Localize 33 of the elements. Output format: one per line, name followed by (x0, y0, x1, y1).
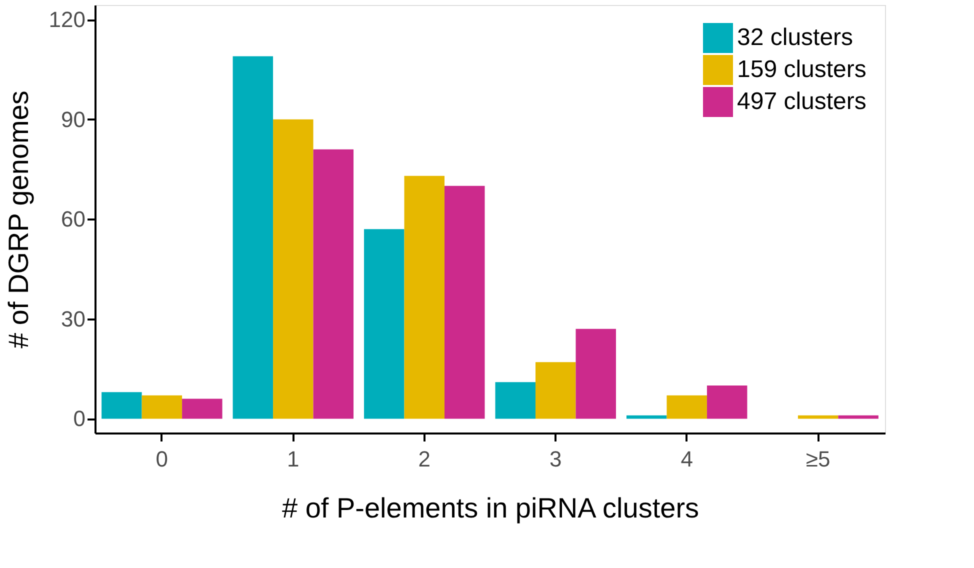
bar (626, 415, 667, 419)
y-tick-label: 90 (61, 106, 86, 132)
x-axis-title: # of P-elements in piRNA clusters (282, 492, 700, 524)
bar (838, 415, 878, 419)
bar (495, 382, 536, 419)
y-tick-label: 120 (48, 7, 86, 32)
bar (666, 395, 707, 419)
legend-label: 32 clusters (737, 24, 854, 51)
bar (706, 385, 748, 419)
legend-label: 497 clusters (737, 88, 866, 115)
y-axis-title: # of DGRP genomes (2, 90, 34, 348)
bar (444, 186, 485, 419)
y-tick-label: 0 (73, 406, 86, 432)
bar (535, 362, 576, 419)
x-tick-label: 0 (156, 446, 168, 472)
bar (102, 392, 142, 419)
y-tick-label: 60 (61, 206, 86, 232)
bar (313, 149, 354, 419)
bar (142, 395, 182, 419)
x-tick-label: 1 (287, 446, 300, 472)
bar (404, 176, 445, 419)
x-tick-label: 2 (418, 446, 431, 472)
x-tick-label: 3 (549, 446, 562, 472)
bar (182, 398, 222, 419)
x-tick-label: ≥5 (806, 446, 830, 472)
legend-label: 159 clusters (737, 56, 866, 83)
bar (576, 328, 616, 419)
y-tick-label: 30 (61, 306, 86, 332)
bar (232, 56, 274, 419)
bar (364, 229, 404, 419)
bar (273, 119, 314, 419)
bar (798, 415, 838, 419)
x-tick-label: 4 (680, 446, 693, 472)
